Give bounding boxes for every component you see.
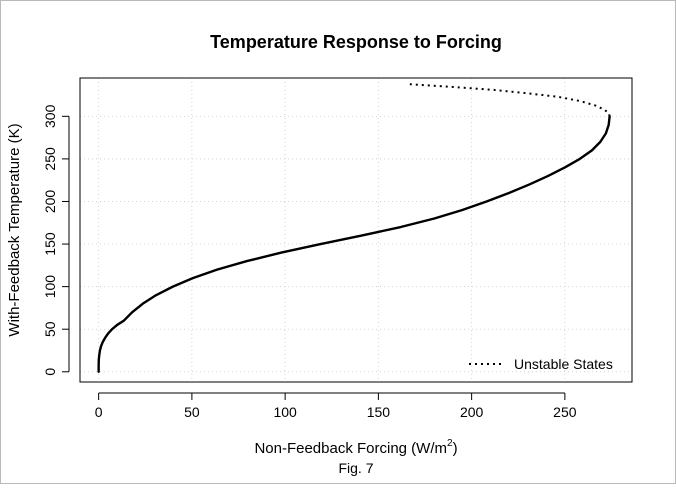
figure-caption: Fig. 7	[338, 460, 373, 476]
y-tick-label-0: 0	[42, 368, 58, 376]
plot-box	[79, 77, 633, 383]
x-axis-label: Non-Feedback Forcing (W/m2)	[254, 438, 457, 457]
x-tick-label-50: 50	[184, 404, 200, 420]
y-tick-label-150: 150	[42, 232, 58, 256]
x-tick-label-150: 150	[367, 404, 391, 420]
y-tick-label-100: 100	[42, 275, 58, 299]
legend-label: Unstable States	[514, 356, 613, 372]
y-tick-label-50: 50	[42, 321, 58, 337]
y-tick-label-200: 200	[42, 190, 58, 214]
y-tick-label-300: 300	[42, 104, 58, 128]
x-tick-label-250: 250	[553, 404, 577, 420]
series-line-unstable-states	[406, 82, 611, 117]
grid	[80, 78, 632, 382]
x-tick-label-0: 0	[95, 404, 103, 420]
x-axis-label-main: Non-Feedback Forcing (W/m	[254, 440, 447, 457]
y-tick-label-250: 250	[42, 147, 58, 171]
x-tick-label-100: 100	[273, 404, 297, 420]
legend: Unstable States	[469, 356, 613, 372]
x-tick-label-200: 200	[460, 404, 484, 420]
series-group	[97, 82, 611, 373]
series-line-stable-states	[97, 115, 611, 373]
x-axis-label-superscript: 2	[447, 438, 453, 449]
chart-title: Temperature Response to Forcing	[210, 32, 502, 52]
y-axis-label: With-Feedback Temperature (K)	[6, 123, 23, 336]
x-axis: 0 50 100 150 200 250	[95, 392, 577, 420]
x-axis-label-close: )	[453, 440, 458, 457]
y-axis: 0 50 100 150 200 250 300	[42, 104, 70, 376]
